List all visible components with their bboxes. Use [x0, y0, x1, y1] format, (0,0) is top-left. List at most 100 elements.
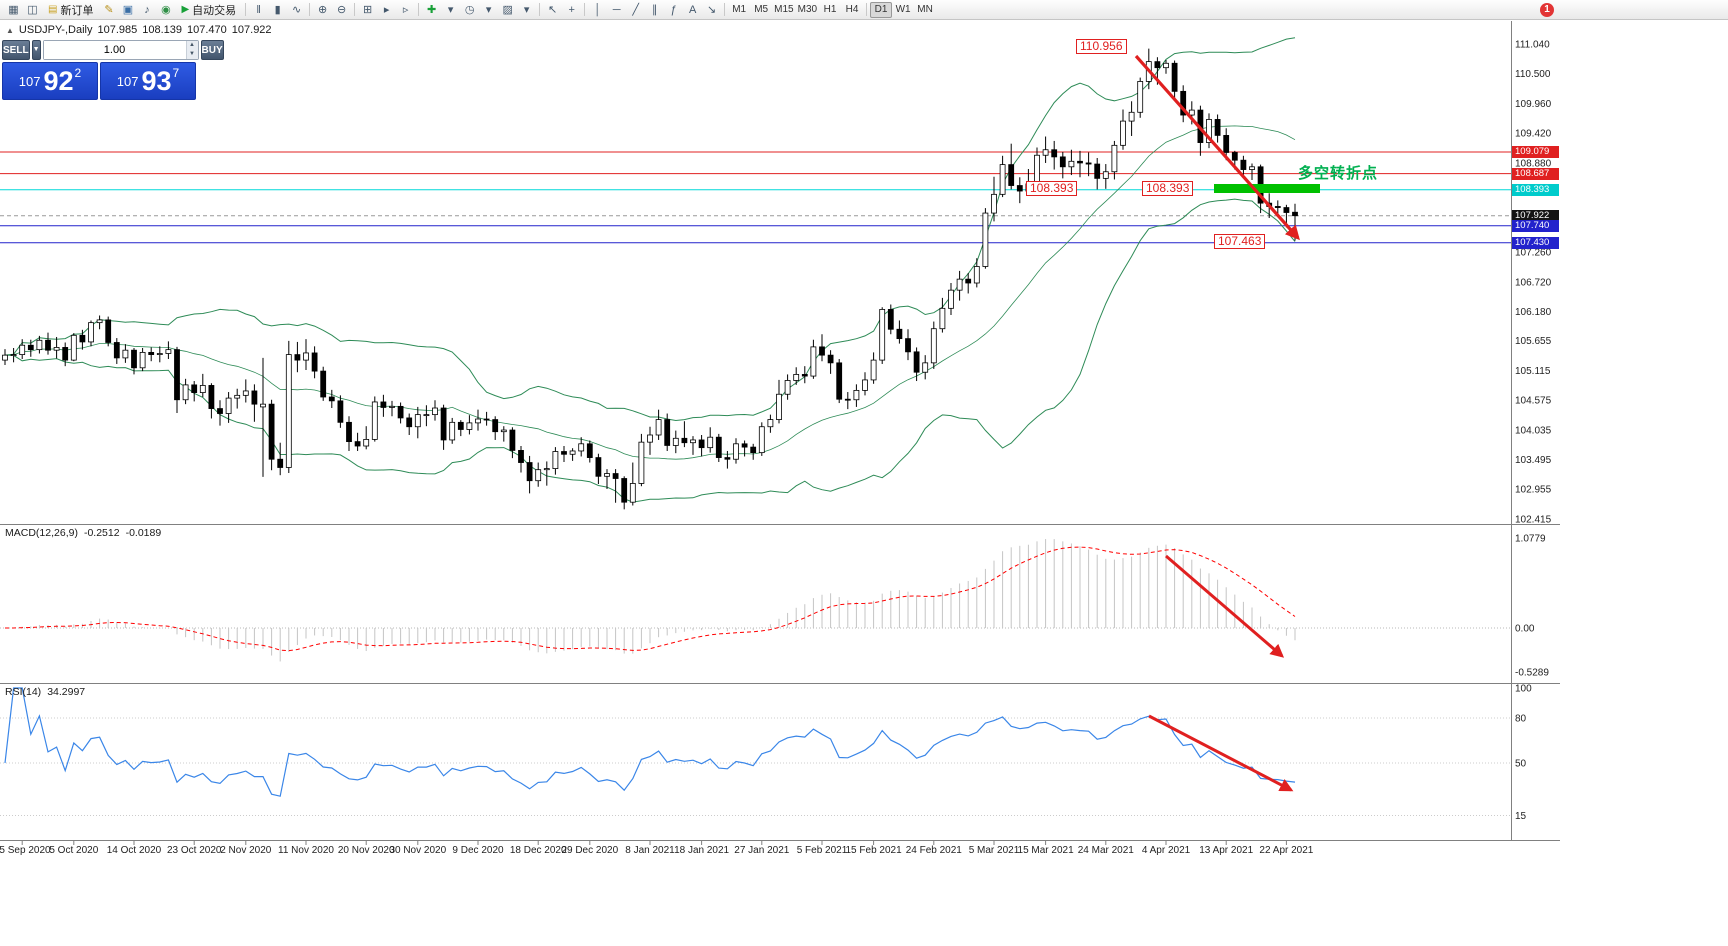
price-axis-badge-108687: 108.687	[1512, 167, 1559, 180]
data-window-icon[interactable]: ◫	[27, 3, 38, 16]
bars-chart-icon[interactable]: ‖	[256, 3, 261, 16]
notification-badge[interactable]: 1	[1540, 3, 1554, 17]
templates-dropdown-icon[interactable]: ▾	[523, 3, 530, 16]
zoom-in-icon[interactable]: ⊕	[318, 3, 328, 16]
tile-windows-icon[interactable]: ⊞	[363, 3, 373, 16]
price-annotation-label[interactable]: 108.393	[1142, 181, 1194, 196]
toolbar-separator	[245, 3, 247, 16]
price-axis-badge-108393: 108.393	[1512, 183, 1559, 196]
trend-arrow-rsi[interactable]	[1148, 714, 1294, 792]
candle-body	[242, 390, 249, 396]
date-axis-label: 27 Jan 2021	[734, 845, 789, 856]
text-icon[interactable]: A	[688, 3, 697, 16]
timeframe-w1[interactable]: W1	[895, 3, 911, 15]
zoom-out-icon[interactable]: ⊖	[337, 3, 347, 16]
new-order-button[interactable]: ▤ 新订单	[42, 2, 99, 18]
volume-decrease-button[interactable]: ▼	[186, 50, 198, 59]
candle-body	[1042, 149, 1049, 156]
periods-dropdown-icon[interactable]: ▾	[485, 3, 492, 16]
candle-body	[526, 462, 533, 482]
candle-body	[1102, 171, 1109, 179]
candle-body	[234, 394, 241, 399]
candles-chart-icon[interactable]: ▮	[274, 3, 281, 16]
sound-icon[interactable]: ♪	[144, 3, 150, 16]
toolbar-separator	[354, 3, 356, 16]
chart-shift-icon[interactable]: ▹	[402, 3, 409, 16]
buy-button[interactable]: BUY	[200, 40, 224, 60]
volume-input[interactable]	[43, 41, 186, 59]
candle-body	[836, 362, 843, 400]
candle-body	[397, 405, 404, 419]
navigator-icon[interactable]: ◉	[161, 3, 171, 16]
candle-body	[96, 319, 103, 324]
price-annotation-label[interactable]: 110.956	[1076, 39, 1127, 54]
candle-body	[647, 434, 653, 443]
auto-scroll-icon[interactable]: ▸	[383, 3, 390, 16]
price-annotation-label[interactable]: 108.393	[1026, 181, 1078, 196]
turning-point-annotation-text[interactable]: 多空转折点	[1298, 165, 1379, 182]
price-axis-label: 104.575	[1515, 396, 1552, 407]
line-chart-icon[interactable]: ∿	[292, 3, 302, 16]
candle-body	[939, 307, 946, 330]
candle-body	[303, 352, 309, 361]
candle-body	[2, 354, 8, 361]
sell-button[interactable]: SELL	[2, 40, 30, 60]
periods-icon[interactable]: ◷	[464, 3, 475, 16]
arrows-icon[interactable]: ↘	[707, 3, 717, 16]
horizontal-line-icon[interactable]: ─	[612, 3, 621, 16]
order-options-dropdown[interactable]: ▼	[31, 40, 41, 60]
candle-body	[500, 429, 507, 433]
date-axis-label: 24 Mar 2021	[1078, 845, 1135, 856]
vertical-line-icon[interactable]: │	[594, 3, 602, 16]
templates-icon[interactable]: ▨	[502, 3, 513, 16]
timeframe-m30[interactable]: M30	[797, 3, 818, 15]
crosshair-icon[interactable]: +	[568, 3, 575, 16]
volume-increase-button[interactable]: ▲	[186, 41, 198, 50]
indicators-dropdown-icon[interactable]: ▾	[447, 3, 454, 16]
trendline-icon[interactable]: ╱	[632, 3, 639, 16]
trend-arrow-macd[interactable]	[1165, 554, 1285, 658]
fibonacci-icon[interactable]: ƒ	[670, 3, 677, 16]
timeframe-m5[interactable]: M5	[754, 3, 769, 15]
candle-body	[174, 349, 180, 401]
candle-body	[389, 405, 395, 408]
candle-body	[492, 419, 499, 433]
highlight-zone-rect[interactable]	[1214, 184, 1320, 193]
candle-body	[475, 418, 481, 424]
date-axis-label: 9 Dec 2020	[452, 845, 504, 856]
candle-body	[320, 370, 327, 398]
candle-body	[905, 338, 911, 353]
indicators-icon[interactable]: ✚	[427, 3, 437, 16]
cursor-icon[interactable]: ↖	[548, 3, 558, 16]
candle-body	[1171, 62, 1178, 92]
metaeditor-icon[interactable]: ✎	[104, 3, 114, 16]
timeframe-d1[interactable]: D1	[870, 1, 893, 18]
autotrading-button[interactable]: ▶ 自动交易	[175, 2, 242, 18]
buy-price-display[interactable]: 107 93 7	[100, 62, 196, 100]
sell-price-pip: 2	[74, 66, 82, 80]
candle-body	[208, 385, 215, 409]
timeframe-h4[interactable]: H4	[845, 3, 859, 15]
date-axis-label: 13 Apr 2021	[1199, 845, 1253, 856]
sell-price-display[interactable]: 107 92 2	[2, 62, 98, 100]
candle-body	[621, 478, 628, 503]
candle-body	[733, 443, 739, 460]
timeframe-m15[interactable]: M15	[774, 3, 794, 15]
timeframe-h1[interactable]: H1	[823, 3, 837, 15]
market-watch-icon[interactable]: ▦	[8, 3, 19, 16]
trend-arrow-main[interactable]	[1134, 54, 1300, 241]
timeframe-mn[interactable]: MN	[917, 3, 933, 15]
date-axis-label: 2 Nov 2020	[220, 845, 272, 856]
terminal-icon[interactable]: ▣	[122, 3, 134, 16]
candle-body	[251, 390, 258, 405]
candle-body	[776, 393, 782, 420]
candle-body	[595, 457, 602, 477]
timeframe-m1[interactable]: M1	[732, 3, 747, 15]
channel-icon[interactable]: ∥	[651, 3, 658, 16]
bollinger-middle-band	[4, 125, 1296, 460]
price-annotation-label[interactable]: 107.463	[1214, 234, 1266, 249]
candle-body	[311, 352, 318, 372]
macd-scale-label: -0.5289	[1515, 668, 1549, 679]
rsi-name: RSI(14)	[5, 686, 42, 698]
candle-body	[165, 349, 172, 354]
